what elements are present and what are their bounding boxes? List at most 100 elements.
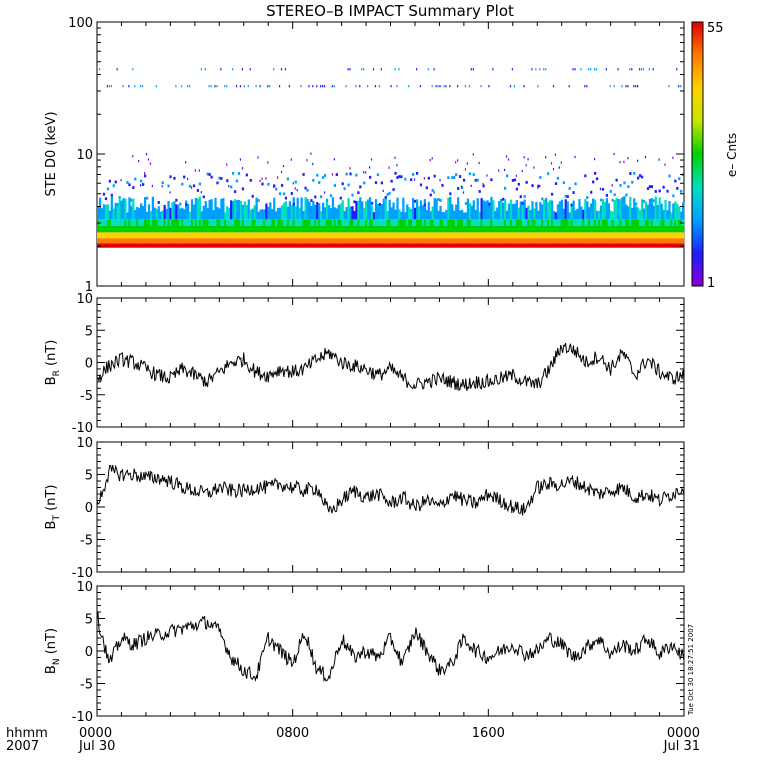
spectrogram-cell xyxy=(470,225,473,233)
spectrogram-cell xyxy=(241,187,245,191)
spectrogram-cell xyxy=(247,243,250,248)
spectrogram-cell xyxy=(143,174,147,178)
spectrogram-cell xyxy=(660,203,663,220)
spectrogram-cell xyxy=(388,243,391,248)
spectrogram-cell xyxy=(593,171,597,175)
spectrogram-cell xyxy=(476,232,479,239)
spectrogram-cell xyxy=(320,243,323,248)
spectrogram-cell xyxy=(355,173,358,177)
spectrogram-cell xyxy=(196,219,200,226)
spectrogram-cell xyxy=(562,219,565,226)
spectrogram-cell xyxy=(521,232,524,239)
spectrogram-cell xyxy=(155,219,158,226)
spectrogram-cell xyxy=(515,200,518,220)
spectrogram-cell xyxy=(460,225,464,233)
spectrogram-cell xyxy=(143,243,147,248)
spectrogram-cell xyxy=(222,243,225,248)
spectrogram-cell xyxy=(433,191,435,194)
spectrogram-cell xyxy=(482,200,485,220)
spectrogram-cell xyxy=(404,238,407,244)
spectrogram-cell xyxy=(339,232,342,239)
spectrogram-cell xyxy=(468,232,472,239)
spectrogram-cell xyxy=(157,238,160,244)
spectrogram-cell xyxy=(423,243,427,248)
spectrogram-cell xyxy=(290,238,293,244)
spectrogram-cell xyxy=(408,85,410,88)
spectrogram-cell xyxy=(143,197,147,220)
spectrogram-cell xyxy=(175,198,178,202)
spectrogram-cell xyxy=(648,219,652,226)
spectrogram-cell xyxy=(384,238,387,244)
spectrogram-cell xyxy=(394,238,397,244)
y-tick-label: -5 xyxy=(80,678,93,693)
spectrogram-cell xyxy=(310,152,312,155)
spectrogram-cell xyxy=(306,243,309,248)
spectrogram-cell xyxy=(519,195,522,199)
spectrogram-cell xyxy=(331,243,335,248)
spectrogram-cell xyxy=(543,243,546,248)
spectrogram-cell xyxy=(429,211,432,220)
spectrogram-cell xyxy=(226,85,228,88)
spectrogram-cell xyxy=(412,243,415,248)
spectrogram-cell xyxy=(449,219,452,226)
spectrogram-cell xyxy=(503,243,507,248)
spectrogram-cell xyxy=(593,219,597,226)
spectrogram-cell xyxy=(147,225,151,233)
spectrogram-cell xyxy=(527,238,530,244)
spectrogram-cell xyxy=(455,232,458,239)
spectrogram-cell xyxy=(427,225,430,233)
spectrogram-cell xyxy=(654,243,657,248)
spectrogram-cell xyxy=(200,191,202,194)
spectrogram-cell xyxy=(507,225,511,233)
spectrogram-cell xyxy=(597,243,601,248)
spectrogram-cell xyxy=(325,198,329,220)
spectrogram-cell xyxy=(437,219,440,226)
spectrogram-cell xyxy=(370,219,374,226)
spectrogram-cell xyxy=(110,193,113,197)
spectrogram-cell xyxy=(611,211,614,220)
spectrogram-cell xyxy=(464,85,467,88)
spectrogram-cell xyxy=(574,219,577,226)
spectrogram-cell xyxy=(130,198,133,202)
electron-spectrogram xyxy=(97,68,685,248)
spectrogram-cell xyxy=(613,219,616,226)
spectrogram-cell xyxy=(668,232,671,239)
spectrogram-cell xyxy=(259,85,261,88)
spectrogram-cell xyxy=(220,225,223,233)
spectrogram-cell xyxy=(316,238,319,244)
spectrogram-cell xyxy=(525,238,528,244)
spectrogram-cell xyxy=(615,219,618,226)
spectrogram-cell xyxy=(445,238,448,244)
spectrogram-cell xyxy=(185,243,188,248)
spectrogram-cell xyxy=(415,219,419,226)
spectrogram-cell xyxy=(539,219,542,226)
spectrogram-cell xyxy=(261,243,264,248)
spectrogram-cell xyxy=(502,202,505,220)
spectrogram-cell xyxy=(523,219,526,226)
spectrogram-cell xyxy=(181,238,184,244)
spectrogram-cell xyxy=(654,225,657,233)
spectrogram-cell xyxy=(314,195,317,199)
spectrogram-cell xyxy=(474,219,477,226)
spectrogram-cell xyxy=(398,175,401,178)
spectrogram-cell xyxy=(165,238,168,244)
spectrogram-cell xyxy=(161,232,164,239)
spectrogram-cell xyxy=(635,85,637,88)
spectrogram-cell xyxy=(380,232,383,239)
spectrogram-cell xyxy=(488,202,491,220)
spectrogram-cell xyxy=(423,203,427,207)
spectrogram-cell xyxy=(402,225,405,233)
colorbar-max-label: 55 xyxy=(707,21,724,36)
spectrogram-cell xyxy=(280,238,284,244)
spectrogram-cell xyxy=(398,219,401,226)
spectrogram-cell xyxy=(218,225,221,233)
spectrogram-cell xyxy=(656,232,659,239)
spectrogram-cell xyxy=(605,232,608,239)
spectrogram-cell xyxy=(613,232,616,239)
spectrogram-cell xyxy=(365,232,368,239)
spectrogram-cell xyxy=(124,238,127,244)
spectrogram-cell xyxy=(631,232,634,239)
spectrogram-cell xyxy=(521,225,524,233)
spectrogram-cell xyxy=(212,210,215,220)
spectrogram-cell xyxy=(122,225,125,233)
